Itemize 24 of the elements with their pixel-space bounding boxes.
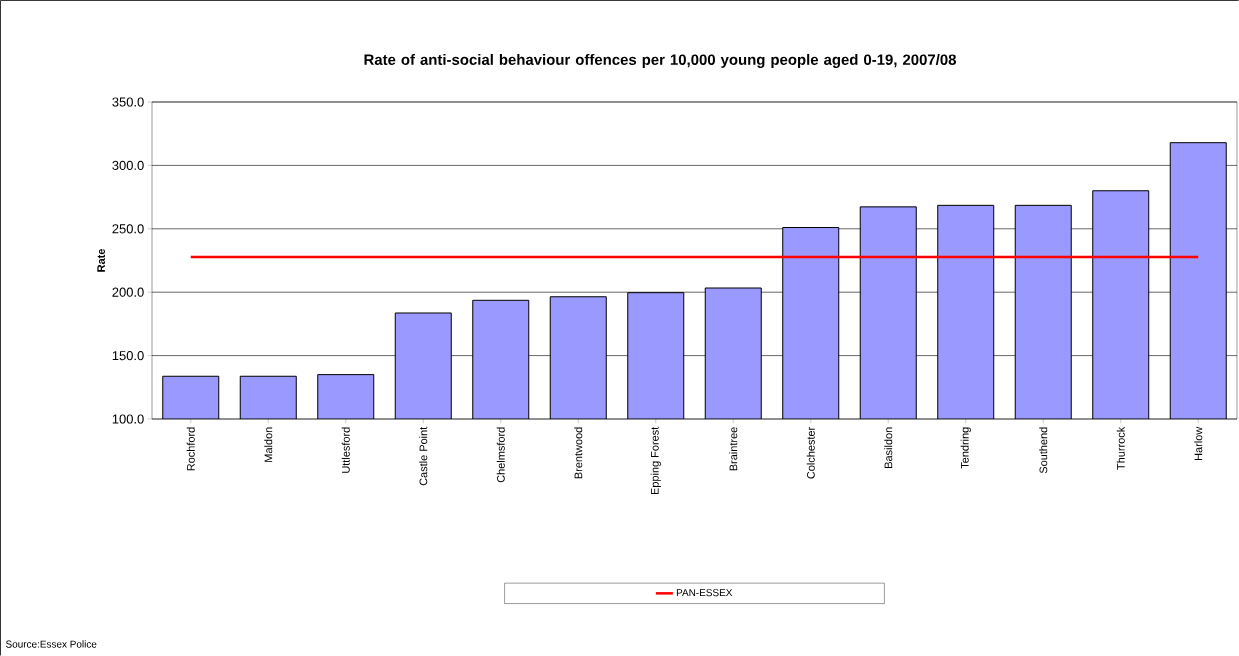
x-tick-label: Colchester: [806, 426, 815, 479]
x-tick-label: Rochford: [186, 427, 195, 471]
source-note: Source:Essex Police: [5, 640, 97, 648]
x-tick-label: Thurrock: [1116, 426, 1125, 470]
y-tick-label: 250.0: [112, 224, 144, 234]
x-tick-label: Southend: [1039, 427, 1048, 474]
x-tick-label: Braintree: [729, 427, 738, 471]
y-tick-label: 150.0: [112, 351, 144, 361]
y-axis-title: Rate: [97, 249, 105, 272]
y-tick-label: 100.0: [112, 414, 144, 424]
x-tick-label: Harlow: [1194, 426, 1203, 460]
x-tick-label: Epping Forest: [650, 426, 661, 495]
y-tick-label: 200.0: [112, 287, 144, 297]
x-tick-label: Basildon: [884, 427, 893, 468]
legend-label: PAN-ESSEX: [676, 589, 733, 597]
x-tick-label: Brentwood: [574, 427, 583, 479]
y-tick-label: 350.0: [112, 97, 144, 107]
x-tick-label: Chelmsford: [496, 427, 505, 483]
x-tick-label: Tendring: [960, 427, 971, 469]
y-tick-label: 300.0: [112, 160, 144, 170]
chart-title: Rate of anti-social behaviour offences per 10,000 young people aged 0-19, 2007/08: [364, 53, 956, 68]
x-tick-label: Castle Point: [419, 426, 428, 486]
x-tick-label: Uttlesford: [341, 427, 350, 473]
x-tick-label: Maldon: [264, 427, 273, 462]
